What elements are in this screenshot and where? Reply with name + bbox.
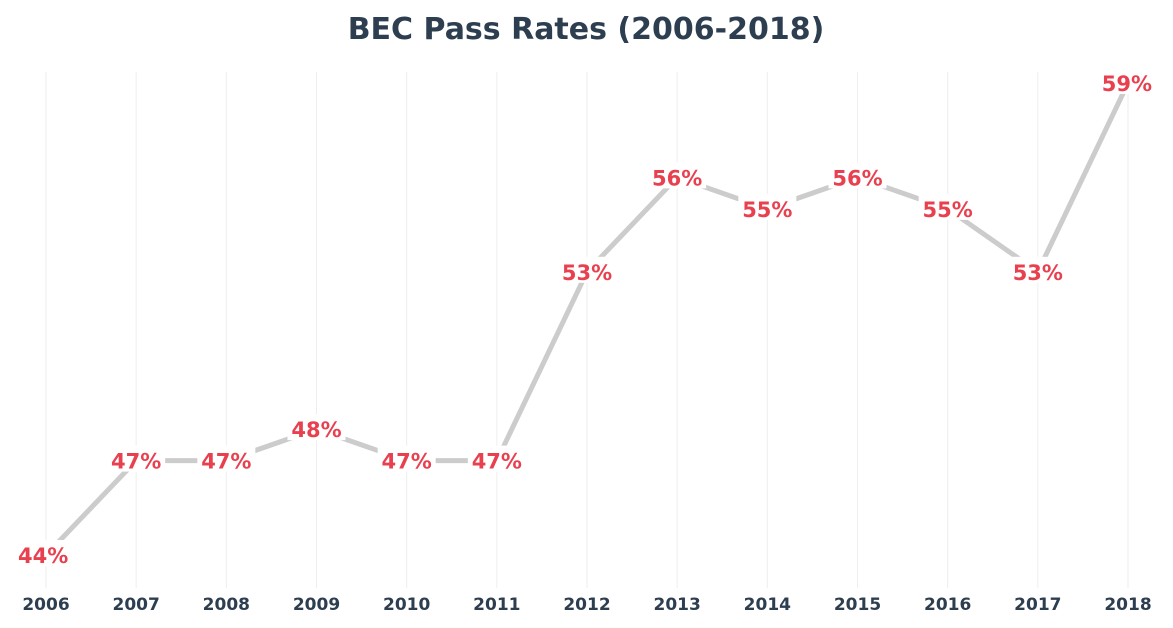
data-label-2012: 53%	[562, 261, 612, 285]
data-label-bg	[1008, 256, 1067, 283]
data-label-2015: 56%	[832, 166, 882, 190]
data-labels: 44% 47% 47% 48% 47% 47% 53% 56% 55% 56% 55% 53% 59%	[16, 68, 1154, 568]
data-label-2008: 47%	[201, 450, 251, 474]
data-label-bg	[828, 162, 887, 189]
data-label-bg	[107, 445, 166, 472]
data-label-2016: 55%	[923, 198, 973, 222]
data-label-bg	[467, 445, 526, 472]
data-label-bg	[16, 540, 74, 566]
x-tick-label-2016: 2016	[924, 595, 971, 615]
data-label-bg	[377, 445, 436, 472]
data-label-2014: 55%	[742, 198, 792, 222]
x-axis: 2006 2007 2008 2009 2010 2011 2012 2013 2014 2015…	[22, 595, 1151, 615]
chart-title: BEC Pass Rates (2006-2018)	[348, 12, 825, 47]
x-tick-label-2017: 2017	[1014, 595, 1061, 615]
data-label-bg	[648, 162, 707, 189]
x-tick-label-2006: 2006	[22, 595, 69, 615]
x-tick-label-2015: 2015	[834, 595, 881, 615]
x-tick-label-2014: 2014	[744, 595, 791, 615]
x-tick-label-2012: 2012	[563, 595, 610, 615]
data-label-2018: 59%	[1102, 72, 1152, 96]
data-label-bg	[1096, 68, 1154, 94]
x-tick-label-2013: 2013	[654, 595, 701, 615]
data-label-2017: 53%	[1013, 261, 1063, 285]
x-tick-label-2010: 2010	[383, 595, 430, 615]
data-label-2011: 47%	[472, 450, 522, 474]
data-label-bg	[197, 445, 256, 472]
data-label-2010: 47%	[382, 450, 432, 474]
data-label-bg	[287, 414, 346, 441]
x-tick-label-2009: 2009	[293, 595, 340, 615]
grid-lines	[45, 72, 1129, 588]
x-tick-label-2007: 2007	[113, 595, 160, 615]
x-tick-label-2011: 2011	[473, 595, 520, 615]
x-tick-label-2008: 2008	[203, 595, 250, 615]
data-label-2013: 56%	[652, 166, 702, 190]
data-label-2009: 48%	[291, 418, 341, 442]
data-label-bg	[738, 193, 797, 220]
data-label-2006: 44%	[18, 544, 68, 568]
data-label-2007: 47%	[111, 450, 161, 474]
data-label-bg	[558, 256, 616, 283]
x-tick-label-2018: 2018	[1104, 595, 1151, 615]
data-label-bg	[918, 193, 977, 220]
